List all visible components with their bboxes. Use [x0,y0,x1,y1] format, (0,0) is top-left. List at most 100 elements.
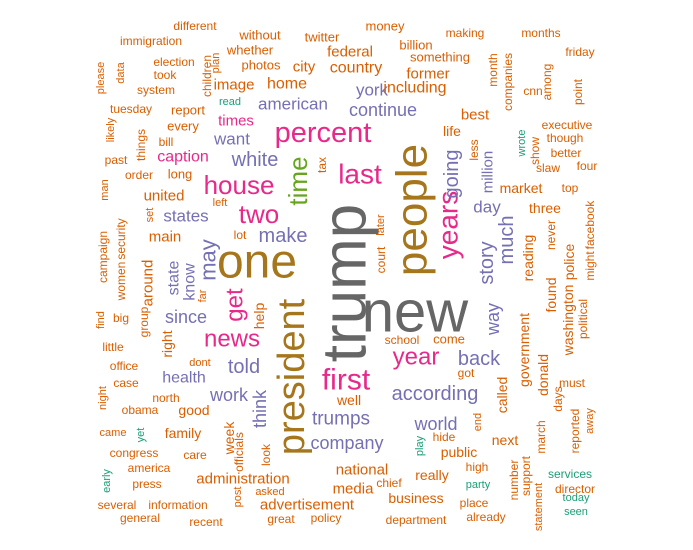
word-week: week [221,421,237,456]
word-right: right [159,330,175,357]
word-making: making [446,26,485,40]
word-market: market [500,180,543,196]
word-whether: whether [226,43,274,58]
word-time: time [283,156,313,205]
word-high: high [466,460,489,474]
word-find: find [95,311,107,329]
word-media: media [333,481,375,498]
word-services: services [548,467,592,481]
word-support: support [519,455,533,496]
word-million: million [480,151,497,194]
word-caption: caption [157,149,209,166]
word-group: group [137,306,151,337]
word-one: one [217,236,297,289]
word-read: read [219,96,241,108]
word-got: got [458,366,475,380]
word-people: people [388,144,437,276]
word-month: month [486,53,500,86]
word-night: night [97,386,109,410]
word-today: today [563,492,590,504]
word-children: children [200,55,214,97]
word-last: last [338,159,382,190]
word-news: news [204,326,260,353]
word-city: city [293,59,316,76]
word-play: play [414,435,426,456]
word-years: years [433,191,464,259]
word-called: called [494,377,510,414]
word-several: several [98,498,137,512]
word-report: report [171,103,205,118]
word-took: took [154,68,178,82]
word-country: country [330,60,382,77]
word-public: public [441,444,478,460]
word-days: days [551,386,565,411]
word-every: every [167,119,199,134]
word-women: women [114,262,128,302]
word-among: among [540,64,554,101]
word-long: long [168,167,193,182]
word-obama: obama [122,403,159,417]
word-health: health [162,370,206,387]
word-number: number [507,460,521,501]
word-system: system [137,83,175,97]
word-school: school [385,333,420,347]
word-washington: washington [560,285,576,357]
word-early: early [101,469,113,493]
word-already: already [466,510,505,524]
word-companies: companies [501,53,515,111]
word-state: state [166,261,183,296]
word-three: three [529,200,561,216]
word-might: might [583,251,597,281]
word-around: around [140,260,157,307]
word-north: north [152,391,179,405]
word-told: told [228,356,260,378]
word-two: two [239,199,279,229]
word-order: order [125,168,153,182]
word-case: case [113,376,139,390]
word-set: set [144,208,156,223]
word-data: data [115,61,127,83]
word-security: security [114,218,128,259]
word-slaw: slaw [536,161,560,175]
word-plan: plan [210,53,222,74]
word-tuesday: tuesday [110,102,152,116]
word-past: past [105,153,128,167]
word-show: show [528,137,542,165]
word-likely: likely [105,117,117,142]
word-party: party [466,479,491,491]
word-federal: federal [327,44,373,61]
word-family: family [165,425,202,441]
word-white: white [231,149,279,171]
word-immigration: immigration [120,34,182,48]
word-house: house [204,170,275,200]
word-according: according [392,383,479,405]
word-since: since [165,307,207,327]
word-statement: statement [533,483,545,531]
word-year: year [393,344,440,371]
word-better: better [551,146,582,160]
word-government: government [516,313,532,387]
word-end: end [472,413,484,431]
word-cnn: cnn [523,84,542,98]
word-business: business [388,490,443,506]
word-please: please [95,62,107,94]
word-including: including [383,80,446,97]
word-without: without [238,28,281,43]
word-political: political [576,299,590,339]
word-things: things [134,129,148,161]
word-good: good [178,402,209,418]
word-police: police [561,244,577,281]
word-never: never [544,220,558,250]
word-director: director [555,482,595,496]
word-main: main [149,229,182,246]
word-must: must [559,376,586,390]
word-make: make [259,225,308,247]
word-billion: billion [399,38,432,53]
word-get: get [222,288,249,322]
word-place: place [460,496,489,510]
word-world: world [413,414,457,434]
word-company: company [310,433,383,453]
word-chief: chief [376,476,402,490]
